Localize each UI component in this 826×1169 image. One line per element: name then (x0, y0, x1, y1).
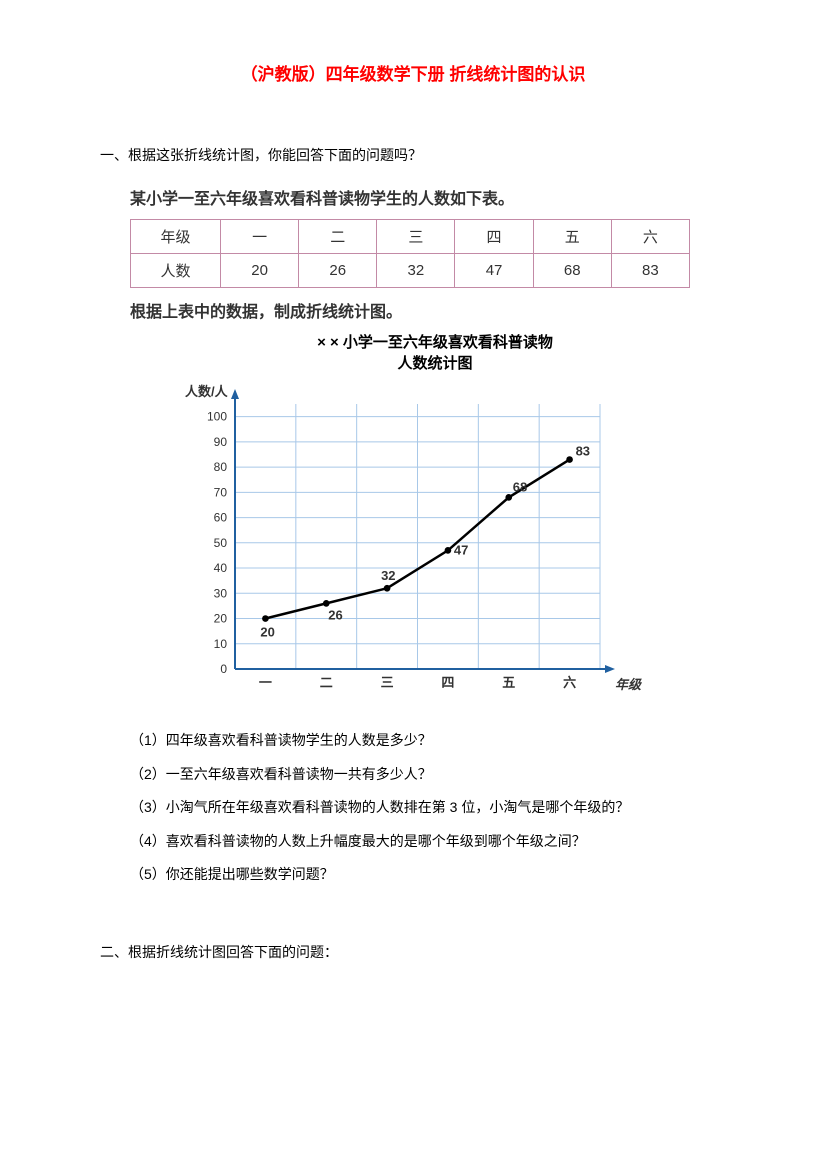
table-col: 三 (377, 220, 455, 254)
chart-title: × × 小学一至六年级喜欢看科普读物 人数统计图 (220, 332, 650, 374)
questions-list: （1）四年级喜欢看科普读物学生的人数是多少？ （2）一至六年级喜欢看科普读物一共… (130, 724, 726, 892)
svg-text:10: 10 (214, 637, 228, 651)
svg-text:五: 五 (502, 675, 515, 690)
table-cell: 68 (533, 254, 611, 288)
table-intro: 某小学一至六年级喜欢看科普读物学生的人数如下表。 (130, 185, 726, 209)
section1-heading: 一、根据这张折线统计图，你能回答下面的问题吗？ (100, 145, 726, 165)
svg-text:年级: 年级 (615, 677, 642, 692)
svg-text:六: 六 (563, 675, 576, 690)
svg-text:80: 80 (214, 460, 228, 474)
table-col: 六 (611, 220, 689, 254)
table-row: 年级 一 二 三 四 五 六 (131, 220, 690, 254)
chart-instruction: 根据上表中的数据，制成折线统计图。 (130, 298, 726, 322)
question-item: （3）小淘气所在年级喜欢看科普读物的人数排在第 3 位，小淘气是哪个年级的？ (130, 791, 726, 825)
table-cell: 26 (299, 254, 377, 288)
table-row-label: 人数 (131, 254, 221, 288)
svg-text:40: 40 (214, 561, 228, 575)
question-item: （4）喜欢看科普读物的人数上升幅度最大的是哪个年级到哪个年级之间？ (130, 825, 726, 859)
table-cell: 83 (611, 254, 689, 288)
svg-text:二: 二 (320, 675, 333, 690)
table-row: 人数 20 26 32 47 68 83 (131, 254, 690, 288)
svg-text:68: 68 (513, 479, 527, 494)
table-col: 五 (533, 220, 611, 254)
table-col: 四 (455, 220, 533, 254)
data-table: 年级 一 二 三 四 五 六 人数 20 26 32 47 68 83 (130, 219, 690, 288)
table-cell: 20 (221, 254, 299, 288)
svg-text:70: 70 (214, 485, 228, 499)
svg-text:26: 26 (328, 607, 342, 622)
svg-text:47: 47 (454, 542, 468, 557)
page-title: （沪教版）四年级数学下册 折线统计图的认识 (100, 60, 726, 85)
chart-title-line2: 人数统计图 (397, 355, 472, 372)
table-col: 一 (221, 220, 299, 254)
svg-text:32: 32 (381, 568, 395, 583)
chart-svg: 人数/人年级 0 10 20 30 40 50 60 70 80 90 100 一 二 三 四 五 六 20 26 32… (180, 379, 650, 699)
section2-heading: 二、根据折线统计图回答下面的问题： (100, 942, 726, 962)
question-item: （2）一至六年级喜欢看科普读物一共有多少人？ (130, 758, 726, 792)
question-item: （5）你还能提出哪些数学问题？ (130, 858, 726, 892)
svg-text:60: 60 (214, 511, 228, 525)
data-table-wrap: 年级 一 二 三 四 五 六 人数 20 26 32 47 68 83 (130, 219, 726, 288)
svg-text:30: 30 (214, 586, 228, 600)
table-header-label: 年级 (131, 220, 221, 254)
svg-text:一: 一 (259, 675, 272, 690)
table-cell: 47 (455, 254, 533, 288)
table-col: 二 (299, 220, 377, 254)
svg-text:100: 100 (207, 410, 227, 424)
svg-text:50: 50 (214, 536, 228, 550)
svg-text:83: 83 (576, 444, 590, 459)
svg-text:90: 90 (214, 435, 228, 449)
svg-text:人数/人: 人数/人 (185, 384, 229, 399)
svg-text:20: 20 (260, 625, 274, 640)
svg-text:三: 三 (381, 675, 394, 690)
line-chart: 人数/人年级 0 10 20 30 40 50 60 70 80 90 100 一 二 三 四 五 六 20 26 32… (180, 379, 726, 704)
svg-text:0: 0 (220, 662, 227, 676)
svg-text:四: 四 (441, 675, 454, 690)
svg-text:20: 20 (214, 612, 228, 626)
question-item: （1）四年级喜欢看科普读物学生的人数是多少？ (130, 724, 726, 758)
table-cell: 32 (377, 254, 455, 288)
chart-title-line1: × × 小学一至六年级喜欢看科普读物 (317, 334, 553, 351)
